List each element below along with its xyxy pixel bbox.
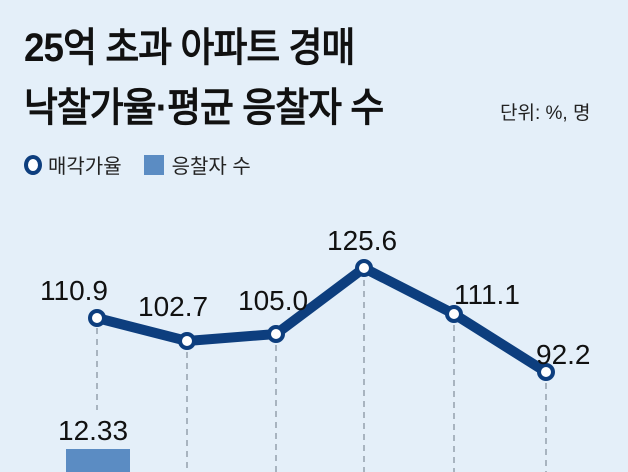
label-p0: 110.9: [40, 275, 108, 306]
price-rate-line: [95, 263, 549, 377]
label-b0: 12.33: [58, 415, 128, 446]
square-marker-icon: [143, 154, 164, 175]
chart-title-line2: 낙찰가율·평균 응찰자 수: [24, 86, 384, 130]
chart-title-line1: 25억 초과 아파트 경매: [24, 26, 355, 70]
label-p2: 105.0: [238, 285, 308, 316]
circle-marker-icon: [24, 154, 42, 175]
legend-label-bidders: 응찰자 수: [171, 156, 251, 178]
guide-lines: [96, 280, 547, 472]
label-p5: 92.2: [536, 339, 591, 370]
bar-bidders-0: [66, 449, 130, 472]
data-points: [88, 259, 555, 381]
unit-label: 단위: %, 명: [500, 103, 591, 124]
label-p4: 111.1: [454, 279, 520, 310]
legend: 매각가율 응찰자 수: [24, 150, 251, 179]
label-p1: 102.7: [138, 291, 208, 322]
label-p3: 125.6: [327, 225, 397, 256]
legend-label-price-rate: 매각가율: [48, 156, 122, 178]
